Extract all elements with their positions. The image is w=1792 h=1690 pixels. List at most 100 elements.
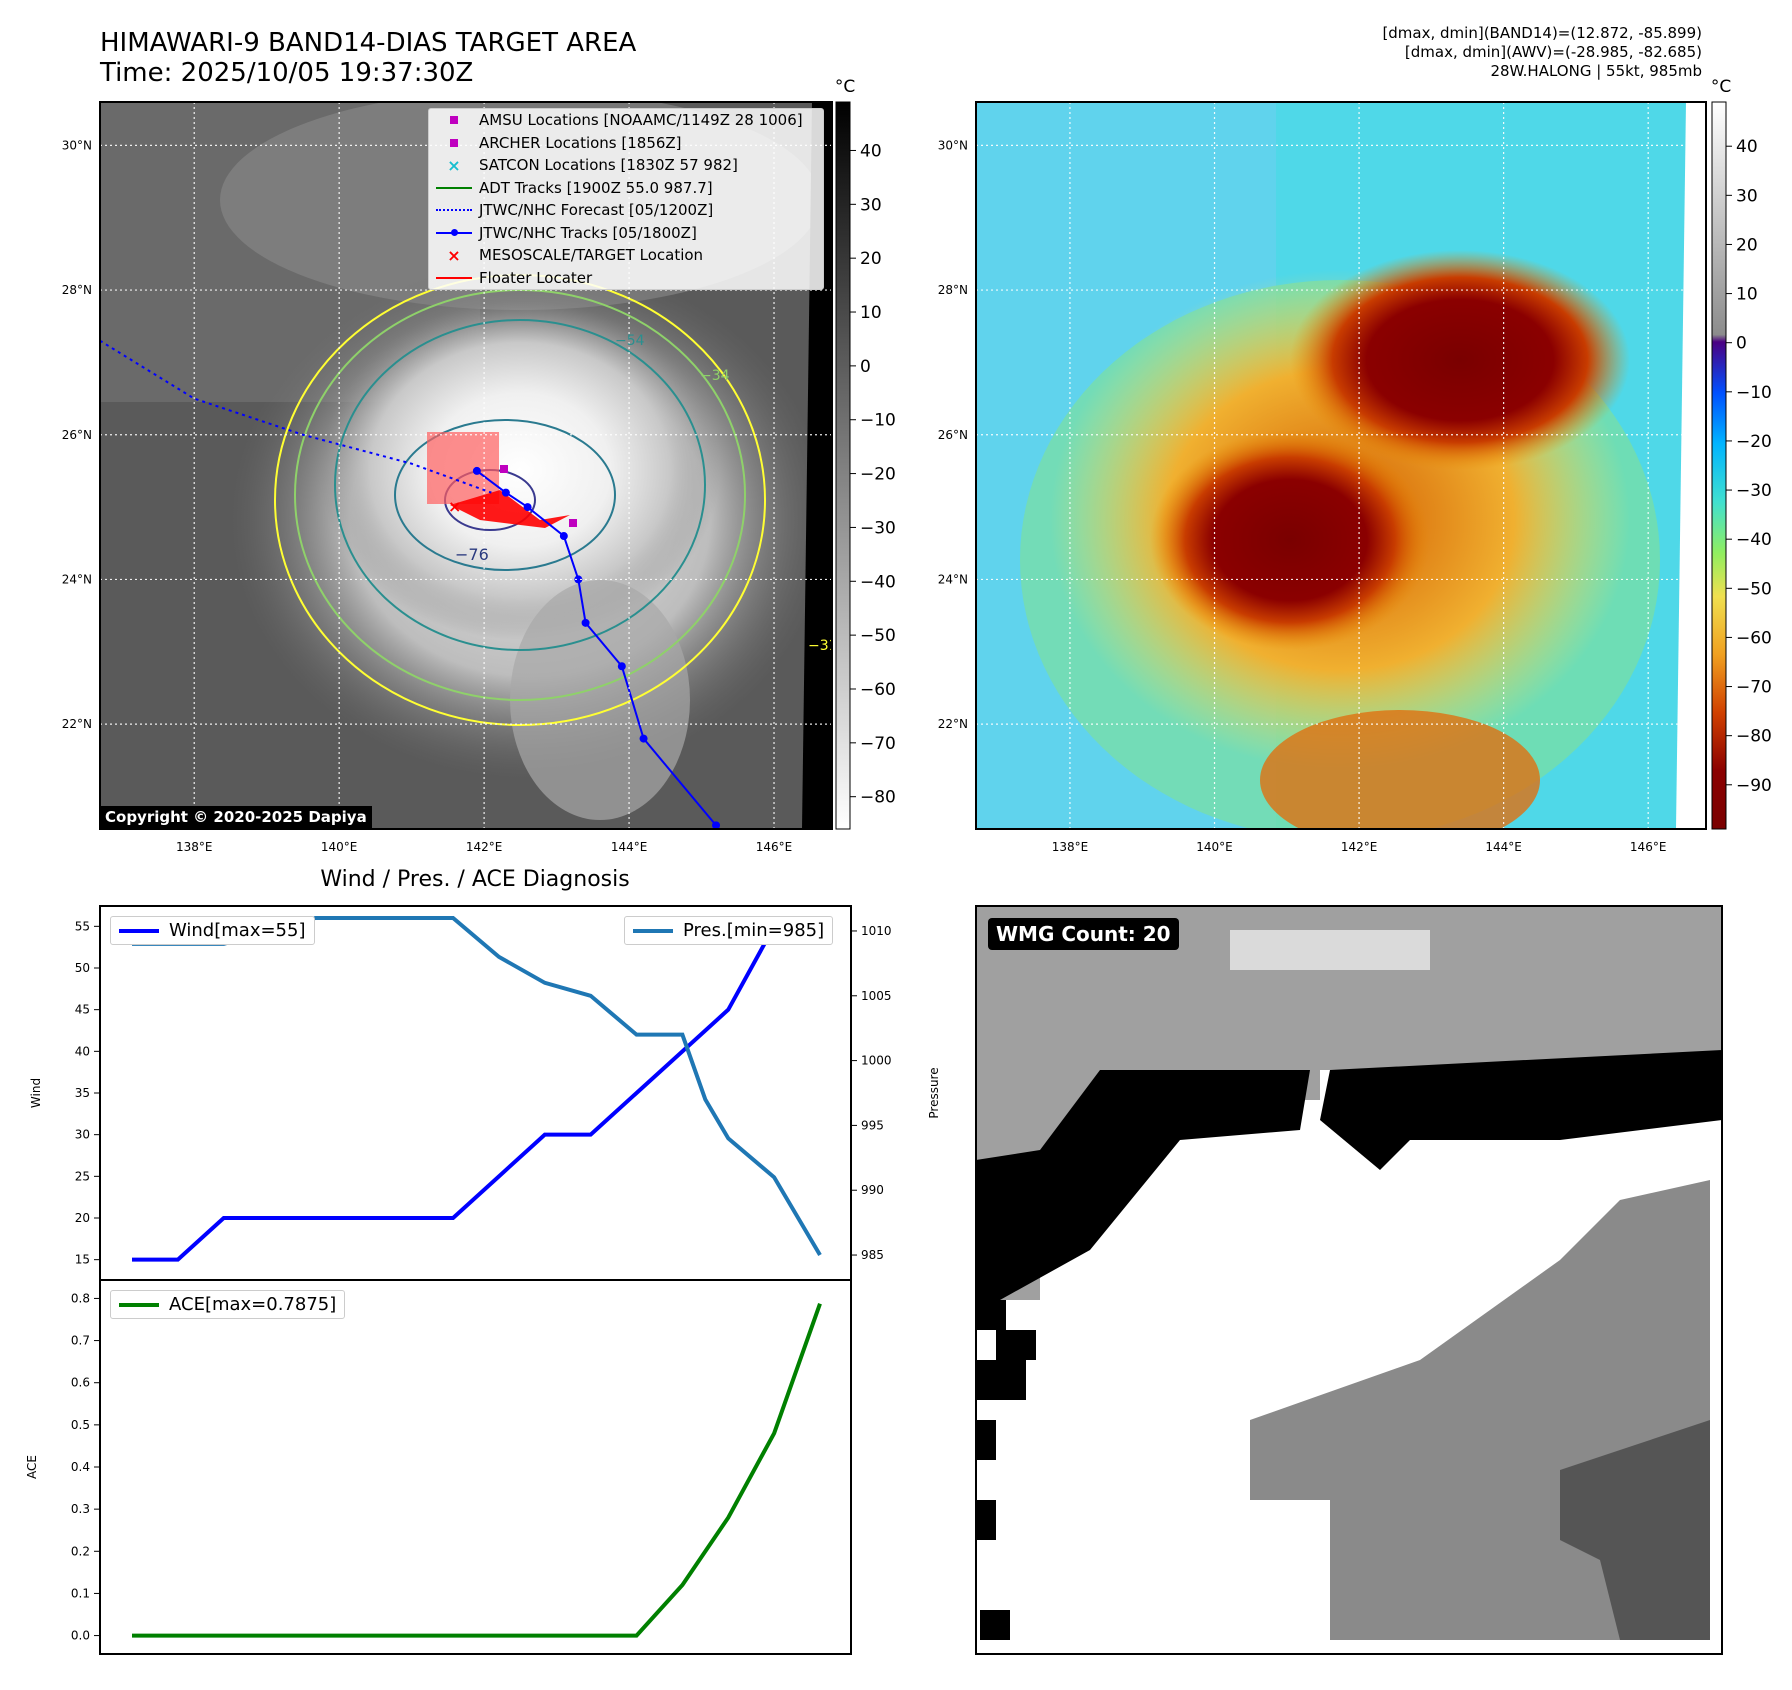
colorbar-tick-label: −60 (860, 680, 896, 700)
legend-symbol (429, 199, 479, 221)
colorbar-tick-label: −60 (1736, 628, 1772, 648)
lon-tick-label: 146°E (1630, 840, 1667, 854)
lon-tick-label: 140°E (321, 840, 358, 854)
archer-marker (569, 519, 577, 527)
forecast-track (100, 339, 492, 494)
lat-tick-label: 30°N (938, 138, 968, 152)
wmg-count-badge: WMG Count: 20 (988, 918, 1179, 950)
ace-legend-swatch (119, 1302, 159, 1307)
colorbar-tick-label: 30 (860, 195, 882, 215)
colorbar-ir (835, 101, 851, 830)
jtwc-track-point (617, 662, 626, 671)
info-block: [dmax, dmin](BAND14)=(12.872, -85.899) [… (1002, 24, 1702, 81)
wmg-frame (975, 905, 1723, 1655)
wind-tick-label: 15 (75, 1253, 90, 1267)
wind-tick-label: 25 (75, 1169, 90, 1183)
pressure-legend-swatch (633, 928, 673, 933)
lat-tick-label: 28°N (62, 283, 92, 297)
contour-label: −31 (808, 638, 838, 654)
ace-tick-label: 0.8 (71, 1291, 90, 1305)
map-legend-entry: Floater Locater (429, 267, 823, 290)
colorbar-tick-label: 10 (860, 303, 882, 323)
colorbar-tick-label: 20 (860, 249, 882, 269)
colorbar-tick-label: −40 (1736, 530, 1772, 550)
info-storm: 28W.HALONG | 55kt, 985mb (1490, 62, 1702, 80)
wind-series-line (132, 924, 820, 1262)
colorbar-tick-label: −90 (1736, 776, 1772, 796)
ace-axis-label: ACE (25, 1455, 39, 1479)
jtwc-track-point (523, 503, 532, 512)
map-legend-entry: AMSU Locations [NOAAMC/1149Z 28 1006] (429, 109, 823, 132)
colorbar-tick-label: 20 (1736, 235, 1758, 255)
ace-tick-label: 0.2 (71, 1544, 90, 1558)
wind-tick-label: 55 (75, 919, 90, 933)
pressure-legend: Pres.[min=985] (624, 916, 834, 945)
ace-tick-label: 0.5 (71, 1418, 90, 1432)
lon-tick-label: 144°E (1485, 840, 1522, 854)
map-legend-entry: ARCHER Locations [1856Z] (429, 132, 823, 155)
legend-label: ARCHER Locations [1856Z] (479, 133, 682, 152)
jtwc-track-point (559, 532, 568, 541)
wind-tick-label: 45 (75, 1003, 90, 1017)
lon-tick-label: 142°E (1341, 840, 1378, 854)
colorbar-tick-label: −20 (1736, 432, 1772, 452)
legend-symbol: × (447, 155, 461, 175)
wind-pres-frame (99, 905, 852, 1281)
copyright-badge: Copyright © 2020-2025 Dapiya (100, 806, 372, 828)
map-legend-entry: ADT Tracks [1900Z 55.0 987.7] (429, 177, 823, 200)
colorbar-tick-label: −80 (860, 788, 896, 808)
lon-tick-label: 138°E (1052, 840, 1089, 854)
wind-legend-swatch (119, 928, 159, 933)
wmg-image (976, 906, 1722, 1654)
ace-tick-label: 0.3 (71, 1502, 90, 1516)
legend-label: SATCON Locations [1830Z 57 982] (479, 156, 738, 175)
wind-tick-label: 50 (75, 961, 90, 975)
jtwc-track-point (574, 575, 583, 584)
jtwc-track-point (639, 734, 648, 743)
lat-tick-label: 30°N (62, 138, 92, 152)
pressure-tick-label: 985 (861, 1248, 884, 1262)
lon-tick-label: 140°E (1196, 840, 1233, 854)
diagnosis-title: Wind / Pres. / ACE Diagnosis (320, 867, 629, 892)
colorbar-tick-label: −40 (860, 572, 896, 592)
colorbar-tick-label: 40 (860, 141, 882, 161)
contour-label: −34 (700, 368, 730, 384)
pressure-tick-label: 1010 (861, 924, 892, 938)
colorbar-tick-label: −50 (860, 626, 896, 646)
colorbar-tick-label: 0 (860, 357, 871, 377)
legend-label: AMSU Locations [NOAAMC/1149Z 28 1006] (479, 111, 803, 130)
target-marker: × (448, 497, 461, 516)
colorbar-tick-label: 0 (1736, 334, 1747, 354)
ace-series-line (132, 1303, 822, 1638)
legend-label: MESOSCALE/TARGET Location (479, 246, 704, 265)
colorbar-tick-label: −30 (860, 518, 896, 538)
legend-symbol (429, 132, 479, 154)
legend-symbol: × (447, 245, 461, 265)
legend-label: ADT Tracks [1900Z 55.0 987.7] (479, 178, 713, 197)
lon-tick-label: 146°E (756, 840, 793, 854)
colorbar-tick-label: −10 (1736, 383, 1772, 403)
ace-legend: ACE[max=0.7875] (110, 1290, 346, 1319)
wind-axis-label: Wind (29, 1078, 43, 1108)
lat-tick-label: 22°N (938, 717, 968, 731)
ace-tick-label: 0.7 (71, 1334, 90, 1348)
ir-image: × −76 −54 −34 −31 (100, 102, 838, 829)
legend-label: JTWC/NHC Forecast [05/1200Z] (479, 201, 714, 220)
colorbar-ir-unit: °C (835, 77, 855, 97)
map-legend-entry: JTWC/NHC Forecast [05/1200Z] (429, 199, 823, 222)
legend-label: JTWC/NHC Tracks [05/1800Z] (479, 223, 697, 242)
lat-tick-label: 28°N (938, 283, 968, 297)
ace-tick-label: 0.1 (71, 1586, 90, 1600)
wind-tick-label: 40 (75, 1044, 90, 1058)
pressure-tick-label: 1000 (861, 1054, 892, 1068)
map-legend-entry: JTWC/NHC Tracks [05/1800Z] (429, 222, 823, 245)
colorbar-tick-label: −30 (1736, 481, 1772, 501)
pressure-axis-label: Pressure (927, 1067, 941, 1118)
wind-tick-label: 30 (75, 1128, 90, 1142)
map1-frame (99, 101, 833, 830)
lat-tick-label: 22°N (62, 717, 92, 731)
map-legend-entry: × SATCON Locations [1830Z 57 982] (429, 154, 823, 177)
colorbar-tick-label: 40 (1736, 137, 1758, 157)
wind-tick-label: 35 (75, 1086, 90, 1100)
